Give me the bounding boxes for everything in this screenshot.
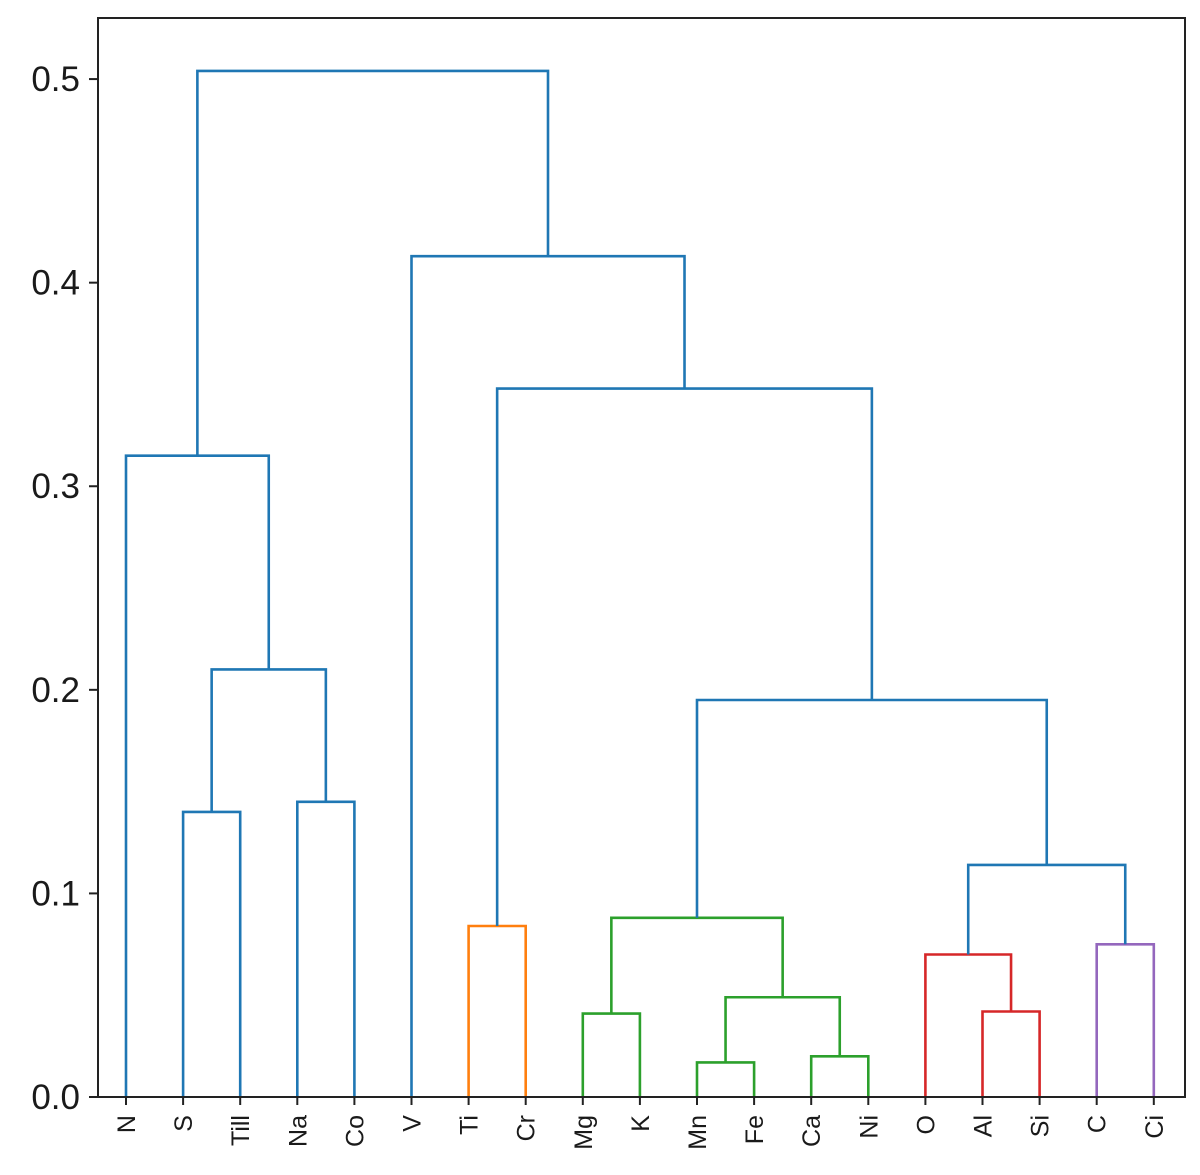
leaf-label: C <box>1084 1115 1112 1133</box>
leaf-label: Na <box>284 1115 312 1147</box>
leaf-label: Cr <box>513 1115 541 1141</box>
y-tick-label: 0.2 <box>31 671 80 710</box>
dendrogram-link <box>581 1012 642 1097</box>
y-tick-label: 0.3 <box>31 467 80 506</box>
y-tick-label: 0.4 <box>31 264 80 303</box>
leaf-label: Al <box>970 1115 998 1137</box>
dendrogram-link <box>124 454 271 1097</box>
leaf-label: Ca <box>798 1115 826 1147</box>
y-tick-label: 0.0 <box>31 1078 80 1117</box>
y-axis: 0.0 0.1 0.2 0.3 0.4 0.5 <box>31 60 98 1117</box>
leaf-label: Mn <box>684 1115 712 1150</box>
dendrogram-link <box>210 668 328 812</box>
leaf-label: Fe <box>741 1115 769 1144</box>
leaf-label: Mg <box>570 1115 598 1150</box>
leaf-label: V <box>399 1115 427 1132</box>
dendrogram-link <box>296 800 356 1097</box>
leaf-label: S <box>170 1115 198 1132</box>
dendrogram-link <box>196 69 550 456</box>
y-tick-label: 0.1 <box>31 874 80 913</box>
leaf-label: Si <box>1027 1115 1055 1137</box>
dendrogram-link <box>724 995 842 1063</box>
dendrogram-link <box>410 254 686 1097</box>
leaf-label: N <box>113 1115 141 1133</box>
dendrogram-link <box>695 1061 756 1097</box>
leaf-label: Ni <box>855 1115 883 1139</box>
leaf-label: Co <box>341 1115 369 1147</box>
leaf-label: O <box>912 1115 940 1134</box>
x-axis: N S Till Na Co V Ti Cr Mg K Mn Fe Ca Ni O Al Si C Ci <box>113 1097 1169 1150</box>
dendrogram-link <box>966 863 1127 955</box>
dendrogram-link <box>981 1010 1041 1097</box>
dendrogram-link <box>495 387 874 926</box>
leaf-label: Ci <box>1141 1115 1169 1139</box>
leaf-label: Till <box>227 1115 255 1146</box>
dendrogram-links <box>124 69 1156 1097</box>
dendrogram-link <box>610 916 784 1014</box>
dendrogram-link <box>181 810 242 1097</box>
leaf-label: K <box>627 1115 655 1132</box>
dendrogram-link <box>924 953 1013 1097</box>
plot-frame <box>97 17 1186 1098</box>
dendrogram-link <box>467 924 527 1097</box>
dendrogram-link <box>1095 943 1156 1097</box>
leaf-label: Ti <box>456 1115 484 1135</box>
y-tick-label: 0.5 <box>31 60 80 99</box>
dendrogram-link <box>809 1054 870 1097</box>
dendrogram-link <box>695 698 1049 918</box>
